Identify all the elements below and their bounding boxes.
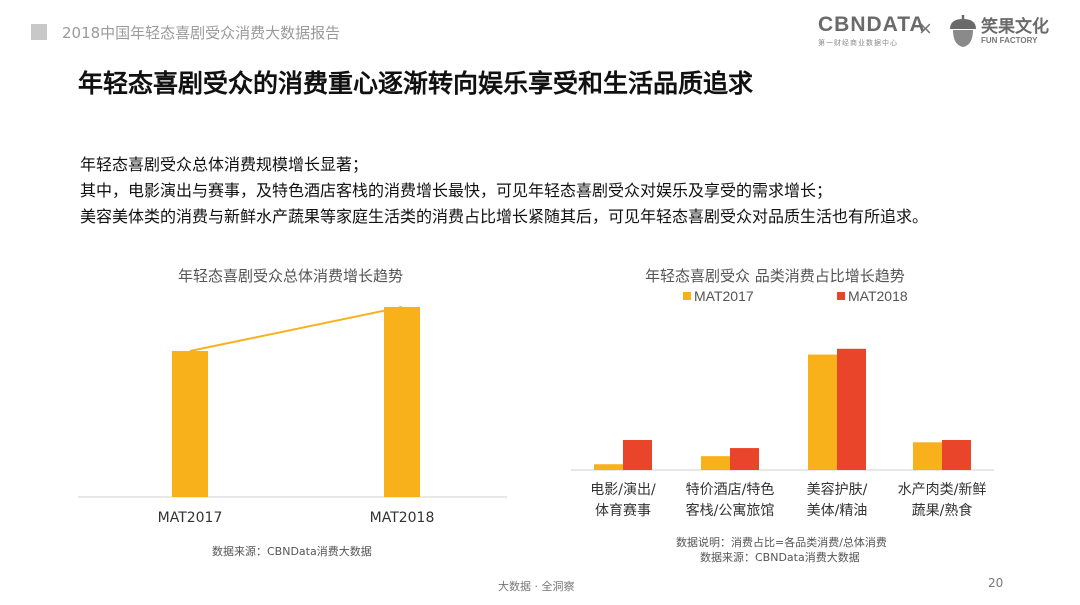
legend-item-mat2017: MAT2017 bbox=[683, 288, 754, 304]
acorn-icon bbox=[950, 15, 976, 47]
chart2-bar-mat2017-cat3 bbox=[808, 354, 837, 470]
chart2-bar-mat2018-cat1 bbox=[623, 439, 652, 470]
chart1-bar-mat2017 bbox=[172, 351, 208, 497]
chart2-bar-mat2017-cat1 bbox=[594, 464, 623, 470]
legend-item-mat2018: MAT2018 bbox=[837, 288, 908, 304]
funfactory-logo-en: FUN FACTORY bbox=[981, 36, 1038, 45]
cbndata-logo: CBNDATA 第一财经商业数据中心 bbox=[818, 13, 926, 50]
chart2-title: 年轻态喜剧受众 品类消费占比增长趋势 bbox=[645, 267, 905, 285]
funfactory-logo-cn: 笑果文化 bbox=[981, 17, 1049, 37]
summary-line-3: 美容美体类的消费与新鲜水产蔬果等家庭生活类的消费占比增长紧随其后，可见年轻态喜剧… bbox=[80, 207, 929, 226]
cbndata-logo-text: CBNDATA bbox=[818, 13, 926, 36]
chart2-x-tick-cat3: 美容护肤/美体/精油 bbox=[807, 481, 868, 519]
report-title: 2018中国年轻态喜剧受众消费大数据报告 bbox=[62, 24, 341, 42]
chart2-x-tick-cat4: 水产肉类/新鲜蔬果/熟食 bbox=[898, 482, 987, 519]
chart2-source: 数据来源：CBNData消费大数据 bbox=[700, 551, 860, 564]
page-title: 年轻态喜剧受众的消费重心逐渐转向娱乐享受和生活品质追求 bbox=[78, 69, 754, 98]
cbndata-logo-subtitle: 第一财经商业数据中心 bbox=[818, 39, 898, 47]
header-square bbox=[31, 24, 47, 40]
summary-line-1: 年轻态喜剧受众总体消费规模增长显著； bbox=[80, 155, 369, 174]
chart1-title: 年轻态喜剧受众总体消费增长趋势 bbox=[178, 267, 404, 285]
chart1-bar-mat2018 bbox=[384, 307, 420, 497]
chart1-x-tick-mat2017: MAT2017 bbox=[158, 510, 223, 526]
chart2-bar-mat2017-cat2 bbox=[701, 456, 730, 470]
summary-line-2: 其中，电影演出与赛事，及特色酒店客栈的消费增长最快，可见年轻态喜剧受众对娱乐及享… bbox=[80, 181, 833, 200]
summary-text: 年轻态喜剧受众总体消费规模增长显著； 其中，电影演出与赛事，及特色酒店客栈的消费… bbox=[80, 152, 1010, 230]
chart2-x-tick-cat2: 特价酒店/特色客栈/公寓旅馆 bbox=[686, 481, 775, 519]
page-number: 20 bbox=[988, 576, 1004, 590]
chart2-bar-mat2017-cat4 bbox=[913, 442, 942, 470]
footer-tagline: 大数据 · 全洞察 bbox=[498, 580, 575, 593]
chart2-bar-mat2018-cat3 bbox=[837, 348, 866, 470]
chart1-trend-line bbox=[189, 306, 403, 352]
legend-label-mat2018: MAT2018 bbox=[848, 288, 908, 304]
legend-swatch-mat2017 bbox=[683, 292, 691, 300]
logo-separator: × bbox=[919, 16, 932, 41]
chart2-note: 数据说明：消费占比=各品类消费/总体消费 bbox=[676, 536, 887, 549]
legend-swatch-mat2018 bbox=[837, 292, 845, 300]
legend-label-mat2017: MAT2017 bbox=[694, 288, 754, 304]
chart1-x-tick-mat2018: MAT2018 bbox=[370, 510, 435, 526]
chart2-bar-mat2018-cat4 bbox=[942, 439, 971, 470]
funfactory-logo: 笑果文化 FUN FACTORY bbox=[947, 12, 1057, 52]
chart2-x-tick-cat1: 电影/演出/体育赛事 bbox=[590, 482, 656, 519]
chart1-source: 数据来源：CBNData消费大数据 bbox=[212, 545, 372, 558]
chart2-bar-mat2018-cat2 bbox=[730, 448, 759, 470]
